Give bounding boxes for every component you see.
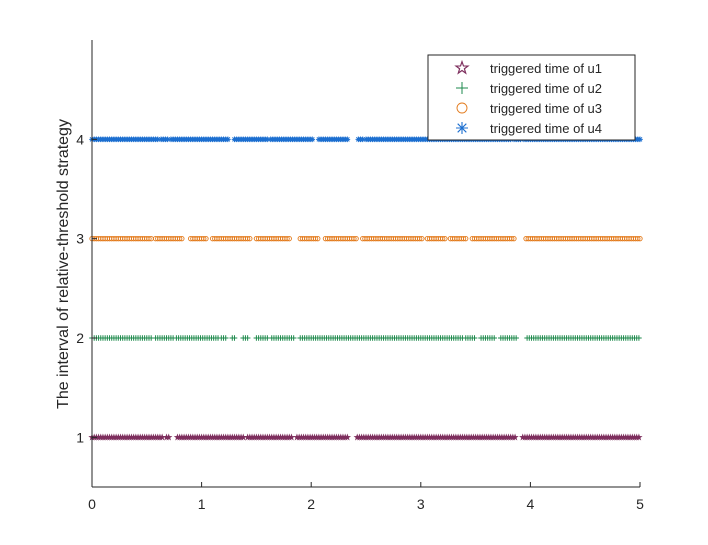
data-point xyxy=(264,136,271,143)
data-point xyxy=(309,136,316,143)
legend-marker-2 xyxy=(456,82,468,94)
data-point xyxy=(460,236,467,242)
data-point xyxy=(440,236,446,242)
data-point xyxy=(513,335,519,341)
axes: 0 1 2 3 4 5 1 2 3 4 xyxy=(76,40,644,512)
x-tick-label: 4 xyxy=(527,496,535,512)
data-point xyxy=(635,236,641,242)
data-point xyxy=(201,236,207,242)
plot-marks xyxy=(88,136,643,441)
data-point xyxy=(417,236,423,242)
y-tick-label: 2 xyxy=(76,330,84,346)
data-point xyxy=(511,236,517,242)
data-point xyxy=(225,136,231,143)
data-point xyxy=(351,236,357,242)
legend-marker-3 xyxy=(456,102,468,114)
data-point xyxy=(244,335,251,341)
x-tick-label: 5 xyxy=(636,496,644,512)
data-point xyxy=(312,236,319,242)
data-point xyxy=(511,433,519,441)
x-tick-label: 0 xyxy=(88,496,96,512)
data-point xyxy=(287,433,296,441)
data-point xyxy=(284,236,290,242)
legend-marker-1 xyxy=(454,59,470,75)
data-point xyxy=(419,236,425,242)
data-point xyxy=(442,236,448,242)
series-2 xyxy=(89,335,642,341)
data-point xyxy=(463,236,469,242)
data-point xyxy=(290,335,297,341)
data-point xyxy=(179,236,185,242)
data-point xyxy=(343,433,352,441)
series-3 xyxy=(89,236,643,242)
y-tick-label: 4 xyxy=(76,131,84,147)
data-point xyxy=(154,136,161,143)
data-point xyxy=(286,236,292,242)
data-point xyxy=(315,236,321,242)
legend-label-4: triggered time of u4 xyxy=(490,121,602,136)
data-point xyxy=(471,335,478,341)
data-point xyxy=(491,335,498,341)
x-tick-label: 1 xyxy=(198,496,206,512)
legend-label-3: triggered time of u3 xyxy=(490,101,602,116)
data-point xyxy=(244,236,251,242)
data-point xyxy=(344,136,351,143)
x-tick-label: 2 xyxy=(307,496,315,512)
data-point xyxy=(222,335,229,341)
data-point xyxy=(509,236,515,242)
legend-label-1: triggered time of u1 xyxy=(490,61,602,76)
legend: triggered time of u1 triggered time of u2… xyxy=(427,54,636,141)
data-point xyxy=(177,236,183,242)
data-point xyxy=(164,136,171,143)
data-point xyxy=(203,236,209,242)
legend-label-2: triggered time of u2 xyxy=(490,81,602,96)
data-point xyxy=(637,236,643,242)
series-1 xyxy=(88,433,643,441)
data-point xyxy=(637,136,643,143)
legend-marker-4 xyxy=(456,122,468,134)
y-axis-label: The interval of relative-threshold strat… xyxy=(55,119,72,409)
data-point xyxy=(231,335,238,341)
data-point xyxy=(635,433,643,441)
data-point xyxy=(146,236,152,242)
data-point xyxy=(165,433,173,441)
data-point xyxy=(636,335,642,341)
x-tick-label: 3 xyxy=(417,496,425,512)
data-point xyxy=(247,236,253,242)
data-point xyxy=(353,236,359,242)
y-tick-label: 1 xyxy=(76,429,84,445)
data-point xyxy=(359,136,366,143)
y-tick-label: 3 xyxy=(76,231,84,247)
